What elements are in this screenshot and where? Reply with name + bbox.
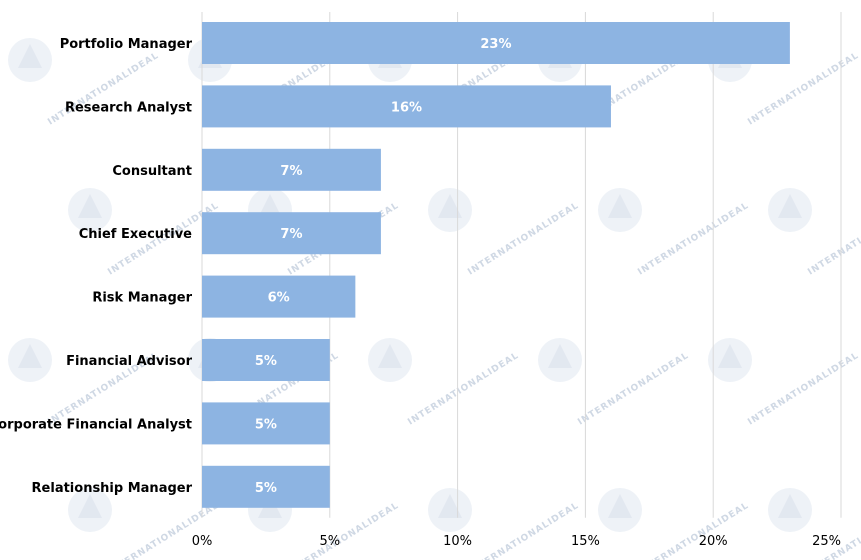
- bar-value-label: 7%: [280, 227, 302, 242]
- category-labels: Portfolio Manager Research Analyst Consult…: [0, 37, 193, 496]
- bar: [202, 85, 611, 128]
- category-label: Consultant: [112, 164, 192, 179]
- x-tick-label: 25%: [812, 534, 841, 549]
- watermark-logo: INTERNATIONALIDEAL: [768, 188, 861, 278]
- category-label: Relationship Manager: [32, 481, 193, 496]
- watermark-text: INTERNATIONALIDEAL: [576, 351, 691, 428]
- category-label: Corporate Financial Analyst: [0, 417, 192, 432]
- watermark-text: INTERNATIONALIDEAL: [286, 501, 401, 560]
- x-tick-label: 10%: [443, 534, 472, 549]
- bar: [202, 402, 330, 445]
- category-label: Chief Executive: [79, 227, 192, 242]
- bar-value-label: 7%: [280, 164, 302, 179]
- watermark-text: INTERNATIONALIDEAL: [466, 201, 581, 278]
- watermark-text: INTERNATIONALIDEAL: [806, 501, 861, 560]
- watermark-logo: INTERNATIONALIDEAL: [708, 338, 861, 428]
- x-tick-label: 15%: [571, 534, 600, 549]
- bar: [202, 275, 356, 318]
- category-label: Financial Advisor: [66, 354, 193, 369]
- bar: [202, 22, 790, 64]
- watermark-text: INTERNATIONALIDEAL: [46, 51, 161, 128]
- watermark-logo: INTERNATIONALIDEAL: [428, 488, 581, 560]
- watermark-logo: INTERNATIONALIDEAL: [538, 338, 691, 428]
- watermark-logo: INTERNATIONALIDEAL: [68, 488, 221, 560]
- bar-value-label: 5%: [255, 481, 277, 496]
- watermark-logo: INTERNATIONALIDEAL: [768, 488, 861, 560]
- watermark-logo: INTERNATIONALIDEAL: [8, 338, 161, 428]
- watermark-text: INTERNATIONALIDEAL: [636, 201, 751, 278]
- bar-value-label: 5%: [255, 417, 277, 432]
- watermark-logo: INTERNATIONALIDEAL: [598, 488, 751, 560]
- watermark-text: INTERNATIONALIDEAL: [406, 351, 521, 428]
- bar-value-label: 5%: [255, 354, 277, 369]
- x-tick-label: 5%: [319, 534, 340, 549]
- bar: [202, 339, 330, 381]
- bar-value-label: 6%: [268, 291, 290, 306]
- x-tick-label: 20%: [699, 534, 728, 549]
- bars: 23% 16% 7% 7% 6% 5% 5% 5%: [202, 22, 790, 508]
- watermark-logo: INTERNATIONALIDEAL: [598, 188, 751, 278]
- watermark-text: INTERNATIONALIDEAL: [466, 501, 581, 560]
- watermark-logo: INTERNATIONALIDEAL: [428, 188, 581, 278]
- bar: [202, 465, 330, 508]
- category-label: Research Analyst: [65, 100, 192, 115]
- watermark-text: INTERNATIONALIDEAL: [806, 201, 861, 278]
- watermark-logo: INTERNATIONALIDEAL: [368, 338, 521, 428]
- x-tick-label: 0%: [192, 534, 213, 549]
- bar-value-label: 23%: [480, 37, 511, 52]
- bar-value-label: 16%: [391, 100, 422, 115]
- category-label: Portfolio Manager: [60, 37, 193, 52]
- category-label: Risk Manager: [92, 291, 192, 306]
- x-axis-ticks: 0% 5% 10% 15% 20% 25%: [192, 534, 841, 549]
- bar: [202, 148, 381, 191]
- watermark-text: INTERNATIONALIDEAL: [106, 501, 221, 560]
- watermark-text: INTERNATIONALIDEAL: [636, 501, 751, 560]
- bar: [202, 212, 381, 255]
- watermark-text: INTERNATIONALIDEAL: [746, 351, 861, 428]
